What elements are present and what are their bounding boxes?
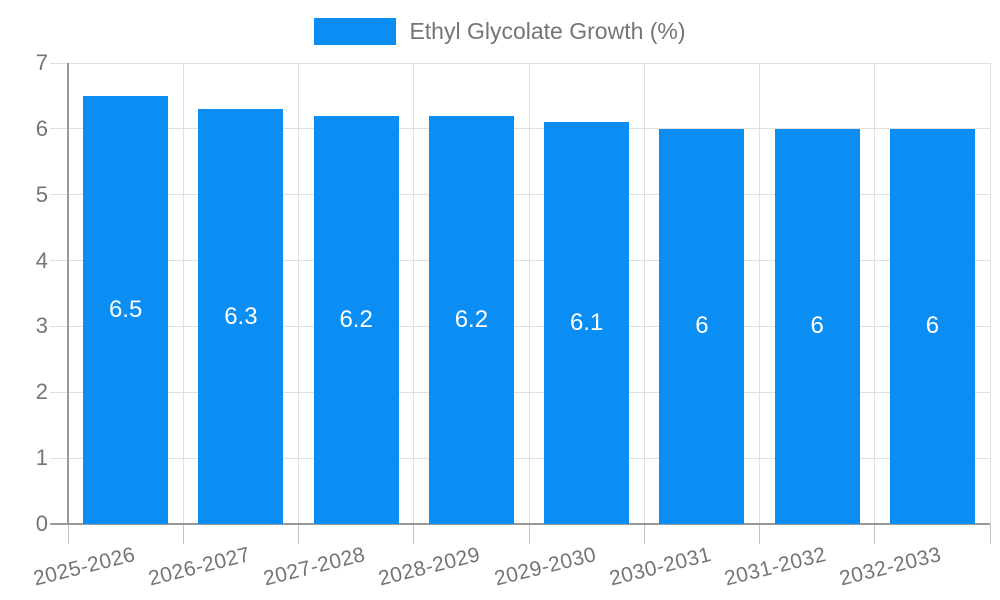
x-axis-tick-label: 2031-2032 [722, 543, 829, 591]
bar-value-label: 6.3 [224, 302, 258, 330]
bar-value-label: 6.5 [108, 295, 143, 323]
y-axis-line [67, 63, 69, 524]
x-axis-tick [413, 524, 415, 544]
bar-value-label: 6.2 [454, 305, 489, 333]
bar-value-label: 6 [695, 312, 709, 340]
gridline-v [989, 63, 991, 524]
gridline-h [50, 391, 990, 393]
y-axis-tick-label: 3 [35, 313, 48, 339]
gridline-h [50, 194, 990, 196]
x-axis-tick [643, 524, 645, 544]
y-axis-tick-label: 4 [35, 247, 48, 273]
legend-label: Ethyl Glycolate Growth (%) [409, 18, 686, 44]
bar-value-label: 6.2 [339, 305, 373, 333]
bar[interactable]: 6.2 [428, 115, 514, 524]
gridline-v [759, 63, 760, 524]
y-axis-tick-label: 1 [35, 445, 48, 471]
x-axis-tick-label: 2027-2028 [261, 543, 368, 591]
bar[interactable]: 6.2 [313, 115, 399, 524]
y-axis-tick-label: 6 [35, 115, 48, 141]
y-axis-tick-label: 7 [35, 50, 48, 75]
x-axis-tick [989, 524, 991, 544]
bar[interactable]: 6.1 [544, 122, 630, 524]
legend-swatch [314, 18, 397, 45]
x-axis-tick [874, 524, 876, 544]
y-axis-tick-label: 2 [35, 379, 48, 405]
legend-item[interactable]: Ethyl Glycolate Growth (%) [0, 18, 1000, 45]
bar[interactable]: 6 [889, 128, 975, 524]
bar-value-label: 6.1 [569, 309, 604, 337]
x-axis-tick-label: 2028-2029 [376, 543, 483, 591]
x-axis-tick-label: 2029-2030 [491, 543, 599, 591]
gridline-v [298, 63, 299, 524]
x-axis-tick-label: 2026-2027 [145, 543, 253, 591]
x-axis-tick [528, 524, 530, 544]
bar[interactable]: 6 [659, 128, 745, 524]
bar[interactable]: 6 [774, 128, 860, 524]
x-axis-tick [298, 524, 299, 544]
gridline-v [528, 63, 530, 524]
bar[interactable]: 6.3 [198, 109, 284, 524]
x-axis-line [50, 523, 990, 525]
gridline-h [50, 457, 990, 459]
bar-value-label: 6 [810, 312, 824, 340]
gridline-v [643, 63, 645, 524]
x-axis-tick-label: 2032-2033 [837, 543, 944, 591]
x-axis-tick-label: 2025-2026 [30, 543, 138, 591]
y-axis-tick-label: 0 [35, 511, 48, 536]
gridline-v [874, 63, 876, 524]
x-axis-tick [182, 524, 184, 544]
gridline-v [413, 63, 415, 524]
gridline-h [50, 62, 990, 64]
bar[interactable]: 6.5 [83, 95, 169, 524]
gridline-v [182, 63, 184, 524]
gridline-h [50, 325, 990, 327]
gridline-h [50, 260, 990, 262]
gridline-h [50, 128, 990, 130]
x-axis-tick [67, 524, 69, 544]
x-axis-tick [759, 524, 760, 544]
x-axis-tick-label: 2030-2031 [606, 543, 714, 591]
bar-value-label: 6 [925, 312, 940, 340]
y-axis-tick-label: 5 [35, 181, 48, 207]
